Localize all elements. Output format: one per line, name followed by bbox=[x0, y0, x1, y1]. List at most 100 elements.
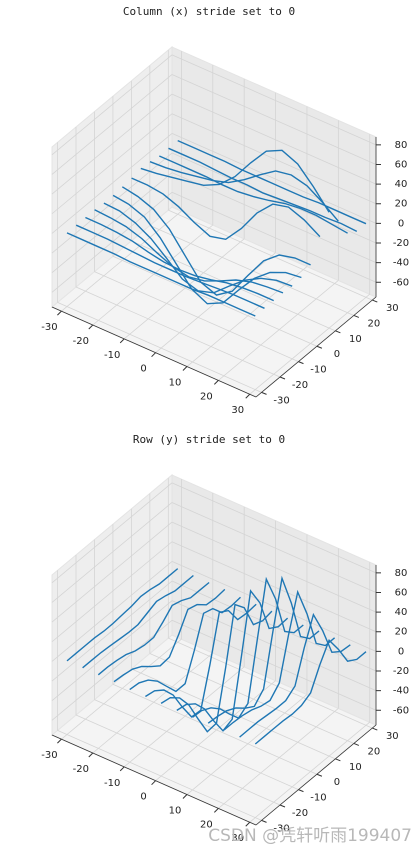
wire-line bbox=[176, 589, 289, 732]
grid-line bbox=[57, 730, 262, 821]
grid-line bbox=[61, 210, 182, 312]
grid-line bbox=[218, 708, 339, 809]
grid-line bbox=[171, 191, 377, 283]
z-tick-label: 40 bbox=[395, 607, 408, 618]
z-tick-label: -60 bbox=[393, 705, 409, 716]
y-tick bbox=[335, 758, 341, 762]
z-tick-label: 60 bbox=[395, 587, 408, 598]
grid-line bbox=[171, 93, 377, 185]
y-tick-label: 30 bbox=[386, 303, 399, 314]
x-axis bbox=[51, 734, 257, 826]
grid-line bbox=[75, 714, 281, 806]
grid-line bbox=[186, 266, 308, 367]
x-tick bbox=[88, 752, 94, 758]
grid-line bbox=[51, 74, 173, 175]
z-tick-label: 0 bbox=[398, 646, 404, 657]
x-tick-label: 30 bbox=[231, 405, 244, 416]
y-tick bbox=[316, 345, 323, 349]
grid-line bbox=[94, 699, 299, 790]
wire-line bbox=[97, 581, 210, 676]
grid-line bbox=[171, 600, 377, 692]
grid-line bbox=[51, 152, 173, 254]
grid-line bbox=[75, 286, 281, 378]
x-tick bbox=[151, 352, 156, 358]
grid-line bbox=[171, 541, 377, 633]
y-tick bbox=[298, 789, 304, 793]
y-tick bbox=[316, 773, 323, 777]
z-tick-label: -60 bbox=[393, 277, 409, 288]
wire-line bbox=[159, 155, 348, 234]
grid-line bbox=[92, 224, 214, 326]
y-tick bbox=[298, 361, 304, 365]
x-tick bbox=[119, 338, 125, 344]
y-axis bbox=[255, 724, 377, 826]
grid-line bbox=[51, 113, 173, 215]
wire-line bbox=[112, 194, 302, 305]
grid-line bbox=[51, 580, 173, 682]
z-tick-label: 40 bbox=[395, 179, 408, 190]
x-tick bbox=[245, 821, 251, 827]
grid-line bbox=[51, 54, 173, 156]
grid-line bbox=[51, 93, 173, 195]
z-tick-label: -40 bbox=[393, 686, 409, 697]
grid-line bbox=[155, 680, 276, 781]
z-tick-label: 60 bbox=[395, 159, 408, 170]
y-tick bbox=[261, 391, 267, 395]
y-tick bbox=[353, 742, 360, 746]
grid-line bbox=[171, 172, 377, 264]
x-tick bbox=[57, 310, 62, 316]
wire-line bbox=[140, 149, 330, 213]
grid-line bbox=[57, 302, 262, 393]
x-tick-label: 20 bbox=[200, 391, 213, 402]
y-tick-label: 0 bbox=[334, 777, 340, 788]
y-tick-label: -20 bbox=[292, 380, 308, 391]
y-tick bbox=[335, 330, 341, 334]
grid-line bbox=[112, 255, 318, 347]
grid-line bbox=[186, 694, 308, 795]
grid-line bbox=[94, 271, 299, 362]
grid-line bbox=[112, 683, 318, 775]
x-tick-label: 0 bbox=[140, 364, 146, 375]
x-tick-label: -10 bbox=[104, 350, 120, 361]
wire-line bbox=[94, 209, 284, 294]
grid-line bbox=[149, 225, 355, 316]
x-tick bbox=[57, 738, 62, 744]
grid-line bbox=[171, 74, 377, 165]
y-tick-label: -10 bbox=[310, 793, 326, 804]
wire-line bbox=[177, 139, 367, 225]
grid-line bbox=[51, 191, 173, 293]
y-axis bbox=[255, 296, 377, 398]
grid-line bbox=[171, 561, 377, 652]
x-tick-label: -30 bbox=[41, 750, 57, 761]
y-tick-label: -30 bbox=[273, 823, 289, 834]
grid-line bbox=[51, 133, 173, 234]
x-tick bbox=[182, 794, 188, 799]
chart-title: Column (x) stride set to 0 bbox=[123, 5, 295, 18]
y-tick-label: 0 bbox=[334, 349, 340, 360]
x-tick bbox=[88, 324, 94, 330]
x-tick bbox=[119, 766, 125, 772]
wire-line bbox=[66, 232, 256, 317]
grid-line bbox=[51, 521, 173, 623]
x-axis bbox=[51, 306, 257, 398]
wire-line bbox=[131, 177, 321, 241]
y-tick bbox=[279, 804, 286, 808]
z-tick-label: -40 bbox=[393, 258, 409, 269]
grid-line bbox=[61, 638, 182, 740]
grid-line bbox=[51, 561, 173, 662]
grid-line bbox=[171, 54, 377, 146]
grid-line bbox=[123, 666, 245, 768]
x-tick bbox=[151, 780, 156, 786]
z-tick-label: 80 bbox=[395, 568, 408, 579]
z-tick-label: 20 bbox=[395, 199, 408, 210]
grid-line bbox=[149, 653, 355, 744]
grid-line bbox=[92, 652, 214, 754]
x-tick-label: -20 bbox=[73, 764, 89, 775]
wire-line bbox=[113, 588, 226, 683]
grid-line bbox=[51, 502, 173, 603]
wire-line bbox=[149, 161, 339, 222]
x-tick-label: -20 bbox=[73, 336, 89, 347]
wire-line bbox=[129, 596, 241, 693]
grid-line bbox=[171, 113, 377, 205]
wire-line bbox=[207, 575, 320, 724]
